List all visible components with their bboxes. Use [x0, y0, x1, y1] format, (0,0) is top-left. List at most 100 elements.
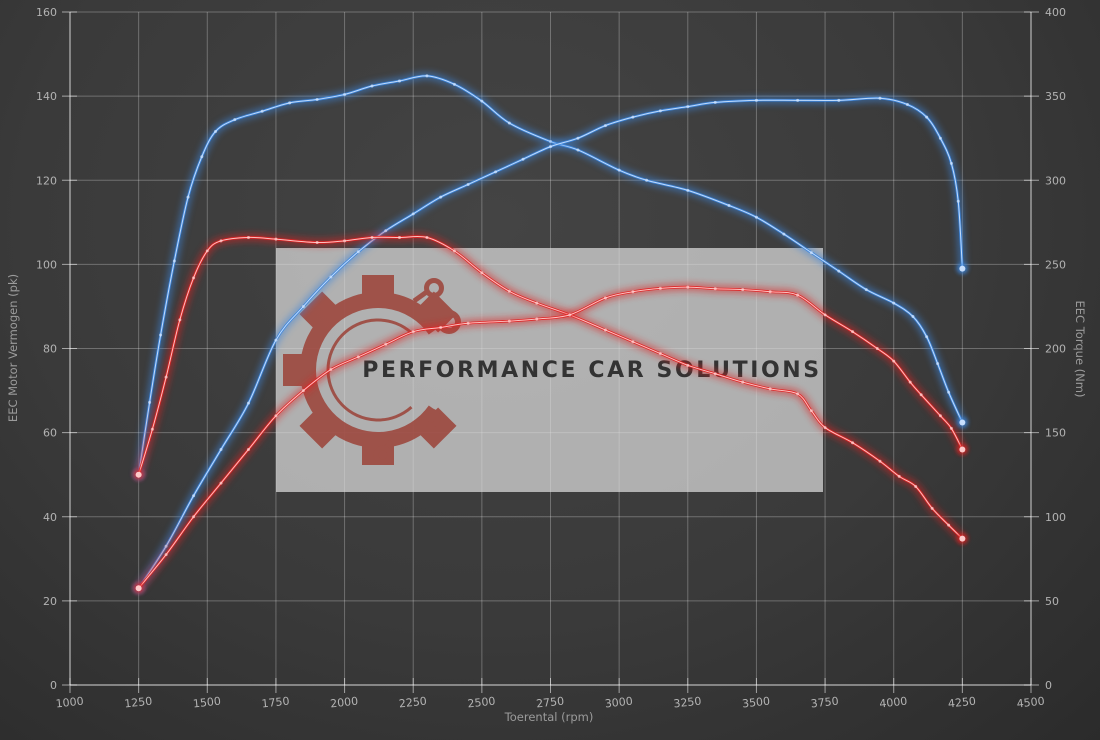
- curve-point-marker: [576, 136, 580, 140]
- curve-point-marker: [343, 92, 347, 96]
- curve-point-marker: [925, 335, 929, 339]
- curve-point-marker: [439, 195, 443, 199]
- curve-point-marker: [603, 124, 607, 128]
- gear-tooth: [362, 275, 394, 301]
- curve-point-marker: [905, 103, 909, 107]
- curve-core-red-torque: [138, 235, 963, 539]
- curve-point-marker: [172, 259, 176, 263]
- curve-endpoint-red-torque: [959, 535, 966, 542]
- curve-point-marker: [713, 100, 717, 104]
- curve-point-marker: [658, 352, 662, 356]
- curve-point-marker: [233, 118, 237, 122]
- curve-point-marker: [246, 447, 250, 451]
- curve-point-marker: [301, 389, 305, 393]
- y-left-tick-label: 0: [50, 679, 57, 692]
- curve-point-marker: [466, 321, 470, 325]
- curve-point-marker: [897, 474, 901, 478]
- curve-point-marker: [329, 368, 333, 372]
- curve-point-marker: [370, 84, 374, 88]
- curve-point-marker: [796, 392, 800, 396]
- curve-point-marker: [260, 109, 264, 113]
- gear-tooth: [415, 407, 457, 449]
- curve-point-marker: [568, 313, 572, 317]
- x-tick-label: 3500: [741, 695, 770, 711]
- curve-point-marker: [507, 319, 511, 323]
- curve-point-marker: [851, 330, 855, 334]
- x-tick-label: 1250: [124, 695, 153, 711]
- curve-point-marker: [219, 447, 223, 451]
- curve-point-marker: [549, 140, 552, 144]
- y-right-tick-label: 400: [1045, 6, 1066, 19]
- y-left-tick-label: 20: [43, 595, 57, 608]
- curve-point-marker: [507, 121, 511, 125]
- x-tick-label: 4250: [947, 695, 976, 711]
- curve-endpoint-red-power: [959, 446, 966, 453]
- y-right-tick-label: 100: [1045, 511, 1066, 524]
- curve-point-marker: [949, 161, 953, 165]
- curve-point-marker: [925, 115, 929, 119]
- curve-point-marker: [315, 97, 319, 101]
- curve-endpoint-blue-power: [959, 265, 966, 272]
- curve-point-marker: [754, 98, 758, 102]
- curve-point-marker: [274, 237, 278, 241]
- curve-point-marker: [397, 235, 401, 239]
- y-right-tick-label: 200: [1045, 343, 1066, 356]
- curve-point-marker: [315, 241, 319, 245]
- curve-point-marker: [480, 271, 484, 275]
- y-left-tick-label: 80: [43, 343, 57, 356]
- y-right-tick-label: 350: [1045, 90, 1066, 103]
- curve-point-marker: [148, 400, 152, 404]
- curve-core-blue-torque: [138, 75, 963, 475]
- y-left-axis-title: EEC Motor Vermogen (pk): [6, 274, 20, 422]
- y-left-tick-label: 120: [36, 174, 57, 187]
- curve-point-marker: [425, 74, 429, 78]
- curve-point-marker: [384, 342, 388, 346]
- gear-tooth: [283, 354, 309, 386]
- circuit-node: [421, 408, 441, 428]
- x-tick-label: 4000: [879, 695, 908, 711]
- curve-point-marker: [930, 506, 934, 510]
- curve-point-marker: [452, 249, 456, 253]
- curve-point-marker: [658, 286, 662, 290]
- curve-point-marker: [631, 115, 635, 119]
- curve-point-marker: [178, 318, 182, 322]
- y-left-tick-label: 140: [36, 90, 57, 103]
- x-tick-label: 3000: [604, 695, 633, 711]
- curve-point-marker: [617, 168, 621, 172]
- curve-endpoint-red-power: [135, 585, 142, 592]
- curve-point-marker: [919, 393, 923, 397]
- y-right-tick-label: 50: [1045, 595, 1059, 608]
- y-right-axis-title: EEC Torque (Nm): [1073, 301, 1087, 398]
- curve-point-marker: [603, 328, 607, 332]
- curve-point-marker: [288, 101, 292, 105]
- curve-point-marker: [480, 99, 484, 103]
- curve-point-marker: [782, 232, 786, 236]
- curve-point-marker: [274, 414, 278, 418]
- x-tick-label: 2750: [536, 695, 565, 711]
- curve-point-marker: [796, 98, 800, 102]
- y-right-tick-label: 300: [1045, 174, 1066, 187]
- curve-point-marker: [439, 325, 443, 329]
- curve-point-marker: [397, 79, 401, 83]
- curve-point-marker: [741, 380, 745, 384]
- curve-point-marker: [452, 82, 456, 86]
- curve-endpoint-red-torque: [135, 471, 142, 478]
- axis-layer: 1000 1250 1500 1750 2000 2250 2500 2750 3000 3250…: [36, 6, 1066, 710]
- curve-point-marker: [686, 105, 690, 109]
- curve-point-marker: [494, 170, 498, 174]
- curve-point-marker: [686, 285, 690, 289]
- curve-point-marker: [938, 414, 942, 418]
- y-right-tick-label: 250: [1045, 258, 1066, 271]
- y-left-tick-label: 160: [36, 6, 57, 19]
- curve-point-marker: [192, 276, 196, 280]
- curve-point-marker: [851, 441, 855, 445]
- curve-point-marker: [713, 372, 717, 376]
- curve-point-marker: [686, 188, 690, 192]
- curve-point-marker: [384, 229, 388, 233]
- curve-point-marker: [837, 269, 841, 273]
- gear-tooth: [415, 291, 457, 333]
- circuit-trace: [401, 420, 426, 433]
- curve-point-marker: [754, 215, 758, 219]
